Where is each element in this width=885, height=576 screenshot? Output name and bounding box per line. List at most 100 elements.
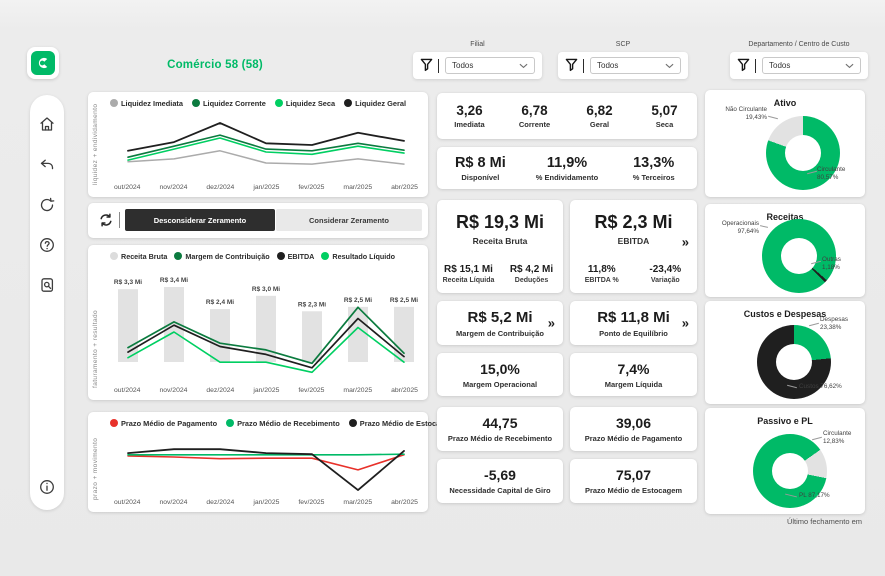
passivo-donut-chart[interactable]: [753, 434, 827, 508]
custos-donut-card: Custos e Despesas Despesas 23,38% Custos …: [705, 301, 865, 404]
funnel-icon: [420, 58, 433, 72]
revenue-combo-chart[interactable]: R$ 3,3 Mi R$ 3,4 Mi R$ 2,4 Mi R$ 3,0 Mi R$ 2…: [114, 267, 418, 379]
toggle-considerar-zeramento[interactable]: Considerar Zeramento: [276, 209, 422, 231]
ncg-card: -5,69 Necessidade Capital de Giro: [437, 459, 563, 503]
margem-liquida-card: 7,4% Margem Líquida: [570, 353, 697, 396]
prazo-recebimento-card: 44,75 Prazo Médio de Recebimento: [437, 407, 563, 451]
legend-item[interactable]: Resultado Líquido: [321, 252, 395, 261]
undo-arrow-icon[interactable]: [38, 156, 56, 174]
ativo-donut-chart[interactable]: [766, 116, 840, 190]
chart-legend: Prazo Médio de Pagamento Prazo Médio de …: [110, 419, 455, 428]
custos-donut-chart[interactable]: [757, 325, 831, 399]
legend-item[interactable]: Liquidez Corrente: [192, 99, 266, 108]
slice-label: Circulante 80,57%: [817, 166, 846, 181]
donut-title: Receitas: [766, 212, 804, 222]
filter-value: Todos: [452, 61, 474, 70]
liquidity-chart-panel: liquidez + endividamento Liquidez Imedia…: [88, 92, 428, 197]
kpi-terceiros: 13,3%% Terceiros: [632, 154, 675, 182]
kpi-geral: 6,82 Geral: [586, 103, 613, 129]
app-logo[interactable]: [27, 47, 59, 79]
slice-label: Não Circulante 19,43%: [725, 106, 767, 121]
zeramento-toggle-panel: Desconsiderar Zeramento Considerar Zeram…: [88, 203, 428, 238]
slice-label: Operacionais 97,64%: [721, 220, 759, 235]
home-icon[interactable]: [38, 115, 56, 133]
donut-title: Ativo: [773, 98, 797, 108]
departamento-dropdown[interactable]: Todos: [730, 52, 868, 79]
drill-chevron-icon[interactable]: »: [681, 234, 689, 250]
donut-title: Passivo e PL: [757, 416, 813, 426]
legend-dot: [344, 99, 353, 107]
ebitda-value: R$ 2,3 Mi: [594, 212, 673, 232]
legend-dot: [276, 252, 285, 260]
filial-dropdown[interactable]: Todos: [413, 52, 542, 79]
chevron-down-icon: [665, 63, 674, 68]
help-icon[interactable]: [38, 236, 56, 254]
liquidity-line-chart[interactable]: [114, 116, 418, 174]
legend-item[interactable]: Margem de Contribuição: [174, 252, 270, 261]
toggle-desconsiderar-zeramento[interactable]: Desconsiderar Zeramento: [125, 209, 275, 231]
filter-scp: SCP Todos: [558, 41, 688, 79]
slice-label: PL 87,17%: [799, 492, 830, 499]
receita-bruta-card: R$ 19,3 Mi Receita Bruta R$ 15,1 Mi Recei…: [437, 200, 563, 293]
filter-filial: Filial Todos: [413, 41, 542, 79]
legend-item[interactable]: Receita Bruta: [110, 252, 167, 261]
refresh-icon[interactable]: [38, 196, 56, 214]
ebitda-pct: 11,8% EBITDA %: [584, 264, 619, 284]
svg-text:R$ 2,5 Mi: R$ 2,5 Mi: [344, 297, 372, 304]
terms-line-chart[interactable]: [114, 438, 418, 494]
legend-item[interactable]: Prazo Médio de Pagamento: [110, 419, 217, 428]
legend-item[interactable]: Prazo Médio de Estocagem: [348, 419, 455, 428]
x-axis-labels: out/2024 nov/2024 dez/2024 jan/2025 fev/2025…: [114, 387, 418, 394]
legend-item[interactable]: Liquidez Imediata: [110, 99, 183, 108]
chevron-down-icon: [519, 63, 528, 68]
donut-title: Custos e Despesas: [743, 309, 827, 319]
legend-item[interactable]: EBITDA: [276, 252, 314, 261]
svg-text:R$ 3,4 Mi: R$ 3,4 Mi: [160, 277, 188, 284]
slice-label: Outras 1,18%: [822, 256, 841, 271]
drill-chevron-icon[interactable]: »: [681, 315, 689, 331]
y-axis-label: liquidez + endividamento: [92, 103, 99, 185]
svg-text:R$ 2,3 Mi: R$ 2,3 Mi: [298, 301, 326, 308]
ebitda-label: EBITDA: [617, 236, 650, 246]
info-icon[interactable]: [38, 478, 56, 496]
ponto-equilibrio-card: R$ 11,8 Mi Ponto de Equilíbrio »: [570, 301, 697, 345]
funnel-icon: [565, 58, 578, 72]
legend-dot: [226, 419, 235, 427]
legend-item[interactable]: Prazo Médio de Recebimento: [226, 419, 340, 428]
chart-legend: Receita Bruta Margem de Contribuição EBI…: [110, 252, 426, 261]
filter-label: Departamento / Centro de Custo: [748, 41, 850, 48]
drill-chevron-icon[interactable]: »: [547, 315, 555, 331]
legend-item[interactable]: Liquidez Geral: [344, 99, 406, 108]
legend-item[interactable]: Liquidez Seca: [274, 99, 335, 108]
legend-dot: [321, 252, 330, 260]
variacao: -23,4% Variação: [649, 264, 682, 284]
page-title: Comércio 58 (58): [167, 59, 263, 71]
x-axis-labels: out/2024 nov/2024 dez/2024 jan/2025 fev/2025…: [114, 499, 418, 506]
svg-text:R$ 3,3 Mi: R$ 3,3 Mi: [114, 279, 142, 286]
ebitda-card: R$ 2,3 Mi EBITDA » 11,8% EBITDA % -23,4% V…: [570, 200, 697, 293]
sync-icon[interactable]: [97, 211, 115, 229]
filter-value: Todos: [769, 61, 791, 70]
scp-dropdown[interactable]: Todos: [558, 52, 688, 79]
document-search-icon[interactable]: [38, 276, 56, 294]
legend-dot: [348, 419, 357, 427]
legend-dot: [110, 252, 118, 260]
callout-line: [809, 322, 819, 327]
legend-dot: [110, 419, 118, 427]
debt-kpi-card: R$ 8 Mi Disponível 11,9%% Endividamento 1…: [437, 147, 697, 189]
funnel-icon: [737, 58, 750, 72]
callout-line: [759, 225, 769, 228]
divider: [583, 58, 584, 73]
x-axis-labels: out/2024 nov/2024 dez/2024 jan/2025 fev/2025…: [114, 184, 418, 191]
receitas-donut-chart[interactable]: [762, 219, 836, 293]
svg-text:R$ 2,4 Mi: R$ 2,4 Mi: [206, 299, 234, 306]
receita-bruta-value: R$ 19,3 Mi: [455, 212, 545, 232]
filter-label: SCP: [615, 41, 631, 48]
legend-dot: [110, 99, 118, 107]
slice-label: Custos 76,62%: [799, 383, 842, 390]
divider: [755, 58, 756, 73]
receita-bruta-label: Receita Bruta: [472, 236, 528, 246]
filter-label: Filial: [470, 41, 485, 48]
kpi-seca: 5,07 Seca: [651, 103, 678, 129]
